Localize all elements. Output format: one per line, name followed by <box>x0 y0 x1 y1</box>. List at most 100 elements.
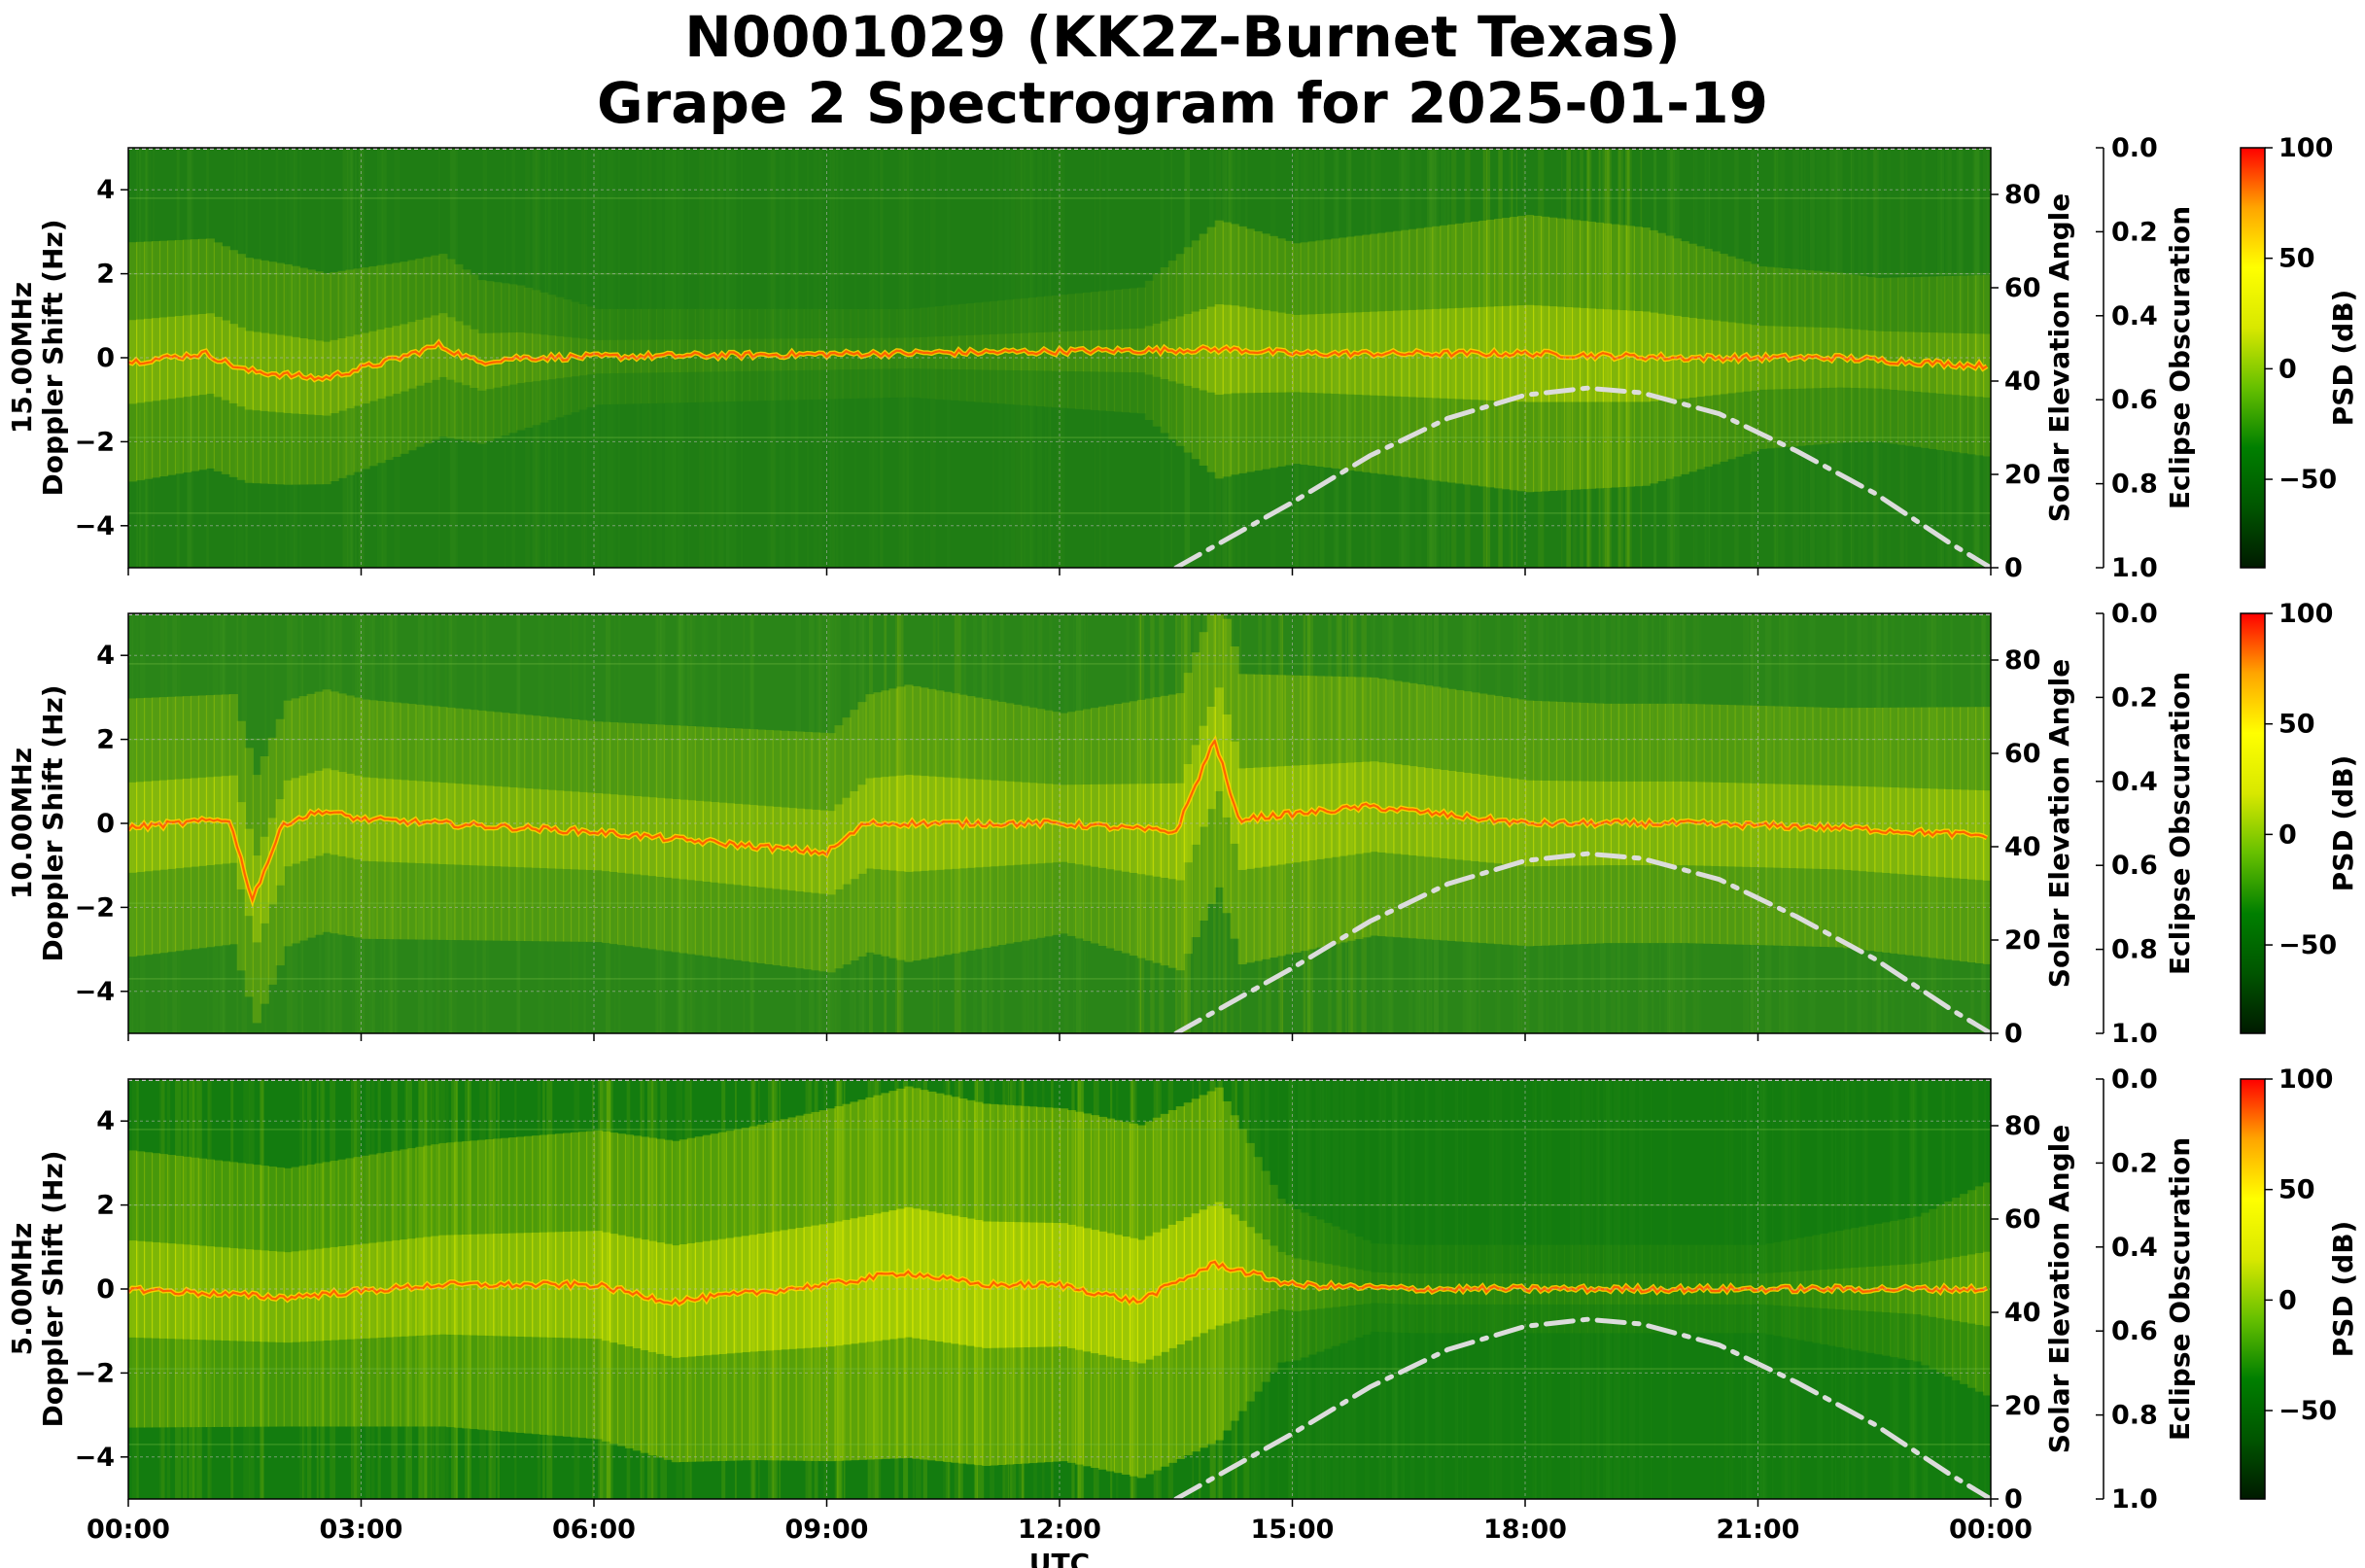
texture-streak <box>1175 613 1178 1033</box>
band-core <box>446 317 456 380</box>
colorbar <box>2240 147 2266 569</box>
texture-streak <box>1015 148 1021 568</box>
eclipse-tick-label: 0.4 <box>2111 1233 2158 1263</box>
texture-streak <box>1937 613 1943 1033</box>
texture-streak <box>404 1079 407 1499</box>
eclipse-tick-label: 0.6 <box>2111 385 2158 415</box>
band-slice <box>1090 1115 1100 1469</box>
eclipse-tick-label: 0.2 <box>2111 682 2158 713</box>
texture-streak <box>772 148 776 568</box>
grid <box>128 613 1991 1033</box>
texture-streak <box>1254 1079 1261 1499</box>
texture-streak <box>1401 148 1407 568</box>
band-slice <box>616 722 627 946</box>
y-tick-label: 0 <box>96 1274 115 1305</box>
texture-streak <box>655 613 658 1033</box>
texture-streak <box>597 148 600 568</box>
texture-streak <box>189 1079 194 1499</box>
texture-streak <box>906 148 909 568</box>
band-slice <box>663 308 674 403</box>
texture-streak <box>1930 613 1937 1033</box>
carrier-trace <box>128 340 1988 381</box>
band-slice <box>1167 1109 1177 1463</box>
texture-streak <box>260 1079 264 1499</box>
texture-streak <box>1115 1079 1119 1499</box>
texture-streak <box>261 1079 264 1499</box>
texture-streak <box>138 148 142 568</box>
texture-streak <box>1012 1079 1017 1499</box>
y-axis-label-frequency: 15.00MHz <box>6 282 38 434</box>
texture-streak <box>570 613 573 1033</box>
texture-streak <box>384 613 386 1033</box>
band-core <box>275 799 285 886</box>
band-slice <box>1610 703 1619 944</box>
eclipse-tick-label: 0.2 <box>2111 217 2158 247</box>
x-tick-label: 21:00 <box>1717 1515 1800 1545</box>
texture-streak <box>1478 613 1480 1033</box>
texture-streak <box>1861 1079 1867 1499</box>
texture-streak <box>1094 148 1096 568</box>
colorbar-label: PSD (dB) <box>2327 290 2359 427</box>
y-axis-label-doppler: Doppler Shift (Hz) <box>37 219 69 496</box>
texture-streak <box>898 148 905 568</box>
texture-streak <box>640 1079 643 1499</box>
band-core <box>508 786 518 867</box>
grid <box>128 148 1991 568</box>
texture-streak <box>1809 613 1816 1033</box>
texture-streak <box>1041 1079 1045 1499</box>
band-slice <box>1222 618 1232 914</box>
texture-streak <box>1245 148 1248 568</box>
texture-streak <box>1184 613 1191 1033</box>
eclipse-tick-label: 0.6 <box>2111 851 2158 881</box>
band-core <box>260 836 269 923</box>
texture-streak <box>626 1079 631 1499</box>
eclipse-tick-label: 1.0 <box>2111 1019 2158 1049</box>
y-axis-label-doppler: Doppler Shift (Hz) <box>37 684 69 961</box>
y-tick-label: 0 <box>96 343 115 373</box>
texture-streak <box>1047 148 1052 568</box>
band-slice <box>1175 693 1185 971</box>
band-slice <box>252 775 261 1024</box>
texture-streak <box>299 148 302 568</box>
texture-streak <box>771 148 777 568</box>
texture-streak <box>607 148 614 568</box>
band-slice <box>1206 1091 1216 1445</box>
texture-streak <box>1010 148 1016 568</box>
texture-streak <box>894 1079 899 1499</box>
colorbar-tick-label: 0 <box>2278 1285 2297 1315</box>
texture-streak <box>947 1079 951 1499</box>
band-slice <box>228 250 238 477</box>
solar-tick-label: 20 <box>2004 925 2041 956</box>
texture-streak <box>1083 613 1087 1033</box>
texture-streak <box>1290 1079 1296 1499</box>
band-core <box>1206 706 1216 810</box>
texture-streak <box>957 1079 963 1499</box>
texture-streak <box>1319 148 1325 568</box>
eclipse-tick-label: 0.6 <box>2111 1316 2158 1346</box>
band-core <box>857 784 867 874</box>
texture-streak <box>1314 148 1318 568</box>
texture-streak <box>346 148 352 568</box>
texture-streak <box>748 613 754 1033</box>
y-tick-label: 2 <box>96 260 115 290</box>
texture-streak <box>1419 613 1425 1033</box>
texture-streak <box>743 613 746 1033</box>
solar-elevation-curve <box>1173 385 1991 568</box>
band-core <box>236 802 246 889</box>
eclipse-tick-label: 0.8 <box>2111 935 2158 965</box>
solar-tick-label: 60 <box>2004 273 2041 303</box>
band-slice <box>446 1142 456 1428</box>
solar-tick-label: 20 <box>2004 1391 2041 1421</box>
texture-streak <box>703 613 706 1033</box>
texture-streak <box>1029 148 1034 568</box>
chart-title-line1: N0001029 (KK2Z-Burnet Texas) <box>684 4 1681 70</box>
band-core <box>834 804 844 889</box>
band-core <box>361 332 370 404</box>
texture-streak <box>998 148 1003 568</box>
texture-streak <box>678 613 681 1033</box>
eclipse-tick-label: 0.2 <box>2111 1148 2158 1178</box>
texture-streak <box>1986 148 1991 568</box>
texture-streak <box>1351 1079 1355 1499</box>
texture-streak <box>141 148 148 568</box>
band-core <box>228 775 238 863</box>
